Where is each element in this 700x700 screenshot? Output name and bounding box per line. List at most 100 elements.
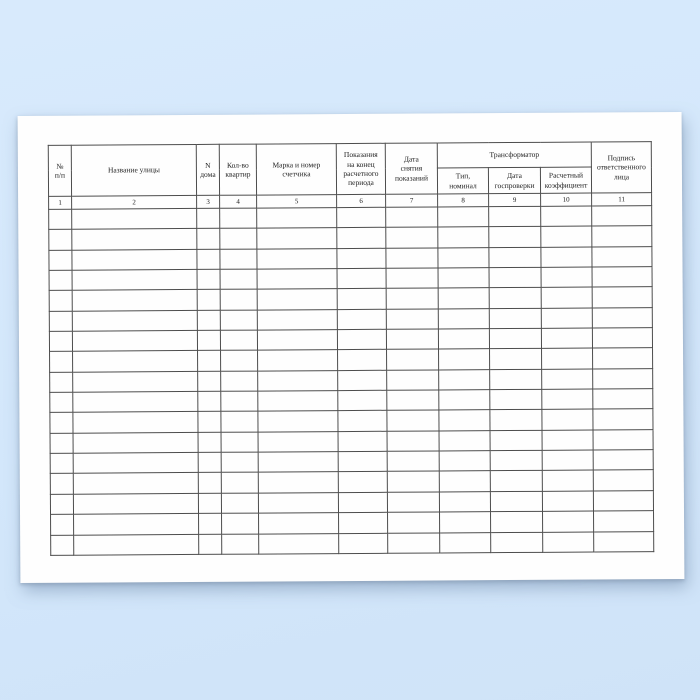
empty-cell: [489, 348, 542, 370]
empty-cell: [220, 309, 258, 331]
empty-cell: [438, 410, 491, 431]
empty-cell: [221, 492, 259, 514]
empty-cell: [542, 450, 594, 471]
empty-cell: [49, 270, 73, 291]
empty-cell: [591, 205, 652, 227]
empty-cell: [336, 227, 386, 249]
empty-cell: [386, 390, 439, 411]
empty-cell: [258, 451, 339, 473]
col-header-period-readings: Показания на конец расчетного периода: [336, 143, 386, 195]
empty-cell: [257, 309, 338, 331]
empty-cell: [338, 532, 388, 554]
empty-cell: [338, 451, 388, 473]
empty-cell: [73, 513, 199, 535]
empty-cell: [489, 389, 542, 411]
empty-cell: [220, 330, 258, 351]
col-header-transformer-coefficient: Расчетный коэффициент: [540, 167, 592, 194]
empty-cell: [258, 492, 339, 514]
empty-cell: [386, 288, 439, 310]
empty-cell: [221, 533, 259, 555]
empty-cell: [48, 229, 72, 251]
empty-cell: [196, 208, 220, 229]
empty-cell: [593, 490, 654, 512]
paper-sheet: № п/п Название улицы N дома Кол-во кварт…: [17, 111, 685, 584]
empty-cell: [489, 267, 542, 289]
empty-cell: [490, 491, 543, 512]
empty-cell: [488, 226, 541, 248]
empty-cell: [387, 430, 440, 452]
empty-cell: [220, 411, 259, 433]
empty-cell: [337, 329, 387, 350]
empty-cell: [71, 228, 197, 250]
empty-cell: [220, 289, 258, 311]
empty-cell: [72, 350, 198, 372]
empty-cell: [219, 208, 257, 229]
empty-cell: [489, 328, 542, 350]
empty-cell: [258, 472, 339, 493]
empty-cell: [338, 492, 388, 513]
empty-cell: [72, 330, 198, 352]
empty-cell: [73, 452, 199, 474]
empty-cell: [540, 246, 593, 268]
empty-cell: [542, 429, 594, 451]
empty-cell: [438, 328, 490, 350]
empty-cell: [541, 267, 593, 288]
empty-cell: [336, 247, 387, 269]
empty-cell: [438, 389, 490, 411]
empty-cell: [219, 248, 258, 270]
empty-cell: [48, 249, 73, 271]
col-header-row-number: № п/п: [48, 145, 72, 197]
empty-cell: [541, 307, 593, 329]
col-group-transformer: Трансформатор: [437, 142, 592, 168]
empty-cell: [220, 391, 258, 412]
empty-cell: [593, 470, 654, 491]
empty-cell: [542, 531, 594, 553]
empty-cell: [385, 206, 438, 228]
empty-cell: [198, 533, 222, 555]
empty-cell: [490, 511, 543, 533]
col-header-meter-brand: Марка и номер счетчика: [256, 143, 337, 196]
empty-cell: [48, 209, 72, 230]
empty-cell: [220, 350, 258, 372]
empty-cell: [592, 368, 653, 390]
empty-cell: [540, 206, 592, 227]
empty-cell: [385, 227, 438, 248]
empty-cell: [540, 226, 592, 248]
empty-cell: [197, 371, 221, 392]
empty-cell: [439, 532, 491, 553]
empty-cell: [591, 226, 652, 247]
empty-cell: [221, 431, 259, 453]
empty-cell: [541, 287, 593, 309]
empty-cell: [220, 370, 258, 392]
empty-cell: [439, 491, 491, 513]
empty-cell: [541, 409, 594, 431]
empty-cell: [257, 390, 338, 412]
empty-cell: [258, 512, 339, 534]
empty-cell: [591, 246, 653, 268]
empty-cell: [337, 288, 387, 310]
empty-cell: [198, 493, 222, 514]
empty-cell: [221, 472, 259, 494]
header-row-top: № п/п Название улицы N дома Кол-во кварт…: [48, 141, 652, 197]
empty-cell: [198, 513, 222, 534]
empty-cell: [196, 228, 220, 250]
empty-cell: [386, 267, 439, 289]
empty-cell: [542, 490, 594, 512]
empty-cell: [50, 494, 74, 515]
column-number: 7: [385, 193, 438, 208]
column-number: 4: [219, 195, 257, 209]
empty-cell: [541, 389, 593, 410]
empty-cell: [489, 409, 543, 431]
empty-cell: [72, 289, 198, 311]
empty-cell: [198, 452, 222, 473]
empty-cell: [256, 227, 337, 249]
column-number: 9: [488, 193, 541, 207]
empty-cell: [386, 369, 439, 391]
empty-cell: [593, 531, 654, 552]
empty-cell: [488, 247, 542, 268]
empty-cell: [593, 510, 654, 532]
empty-cell: [337, 349, 387, 371]
empty-cell: [197, 269, 221, 290]
empty-cell: [592, 388, 653, 410]
